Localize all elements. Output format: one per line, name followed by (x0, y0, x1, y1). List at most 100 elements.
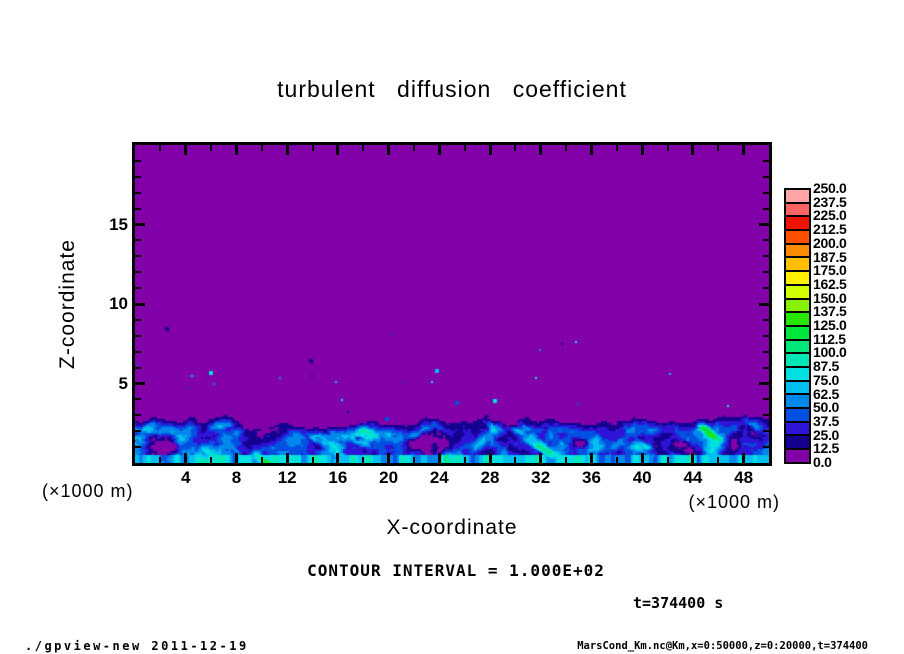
colorbar-tick-label: 212.5 (813, 221, 847, 238)
x-major-tick (589, 145, 593, 155)
x-major-tick (234, 453, 238, 463)
x-minor-tick (311, 145, 314, 151)
y-minor-tick (135, 207, 141, 210)
colorbar-tick-label: 87.5 (813, 358, 840, 375)
x-tick-label: 44 (683, 468, 703, 487)
x-tick-label: 24 (429, 468, 449, 487)
y-minor-tick (135, 366, 141, 369)
x-major-tick (285, 453, 289, 463)
x-minor-tick (615, 457, 618, 463)
x-minor-tick (463, 145, 466, 151)
y-minor-tick (763, 239, 769, 242)
x-minor-tick (565, 145, 568, 151)
x-minor-tick (717, 145, 720, 151)
y-minor-tick (135, 191, 141, 194)
y-minor-tick (763, 398, 769, 401)
colorbar-tick-label: 100.0 (813, 344, 847, 361)
x-tick-labels: 4 8 12 16 20 24 28 32 36 40 44 48 (135, 467, 769, 489)
footer-command-label: ./gpview-new 2011-12-19 (25, 639, 249, 653)
y-minor-tick (763, 191, 769, 194)
y-minor-tick (763, 430, 769, 433)
x-minor-tick (362, 145, 365, 151)
x-major-tick (184, 453, 188, 463)
colorbar-tick-label: 25.0 (813, 426, 840, 443)
x-minor-tick (260, 457, 263, 463)
y-minor-tick (135, 350, 141, 353)
colorbar (784, 188, 811, 464)
x-tick-label: 32 (531, 468, 551, 487)
y-minor-tick (763, 271, 769, 274)
x-major-tick (539, 145, 543, 155)
x-unit-label-left: (×1000 m) (42, 481, 134, 501)
colorbar-tick-label: 162.5 (813, 275, 847, 292)
colorbar-tick-label: 137.5 (813, 303, 847, 320)
y-minor-tick (763, 366, 769, 369)
time-label: t=374400 s (633, 594, 724, 612)
x-tick-label: 48 (734, 468, 754, 487)
x-tick-label: 40 (632, 468, 652, 487)
axis-ticks (135, 145, 769, 463)
y-minor-tick (135, 334, 141, 337)
x-tick-label: 8 (231, 468, 242, 487)
x-major-tick (691, 145, 695, 155)
colorbar-tick-label: 250.0 (813, 180, 847, 196)
y-minor-tick (135, 239, 141, 242)
x-tick-label: 12 (277, 468, 297, 487)
y-minor-tick (135, 271, 141, 274)
footer-dataset-label: MarsCond_Km.nc@Km,x=0:50000,z=0:20000,t=… (577, 640, 868, 652)
colorbar-tick-label: 125.0 (813, 317, 847, 333)
x-major-tick (285, 145, 289, 155)
x-minor-tick (615, 145, 618, 151)
x-major-tick (234, 145, 238, 155)
y-minor-tick (763, 207, 769, 210)
y-minor-tick (135, 414, 141, 417)
x-major-tick (488, 453, 492, 463)
y-minor-tick (135, 159, 141, 162)
x-minor-tick (463, 457, 466, 463)
x-minor-tick (514, 145, 517, 151)
plot-area (132, 142, 772, 466)
y-minor-tick (135, 430, 141, 433)
y-minor-tick (135, 175, 141, 178)
y-minor-tick (763, 175, 769, 178)
x-minor-tick (717, 457, 720, 463)
x-unit-label-right: (×1000 m) (688, 492, 780, 512)
plot-title: turbulent diffusion coefficient (277, 76, 627, 102)
x-tick-label: 36 (582, 468, 601, 487)
x-minor-tick (159, 457, 162, 463)
y-minor-tick (763, 350, 769, 353)
x-major-tick (742, 453, 746, 463)
y-minor-tick (763, 446, 769, 449)
x-major-tick (387, 145, 391, 155)
x-minor-tick (666, 457, 669, 463)
colorbar-tick-label: 200.0 (813, 234, 847, 251)
x-axis-title: X-coordinate (386, 516, 518, 539)
y-minor-tick (763, 414, 769, 417)
colorbar-tick-label: 75.0 (813, 371, 840, 388)
heatmap-canvas (135, 145, 769, 463)
x-major-tick (336, 453, 340, 463)
colorbar-tick-label: 50.0 (813, 399, 840, 416)
x-minor-tick (666, 145, 669, 151)
colorbar-tick-label: 175.0 (813, 262, 847, 279)
x-tick-label: 4 (180, 468, 191, 487)
x-minor-tick (362, 457, 365, 463)
x-minor-tick (311, 457, 314, 463)
x-major-tick (437, 145, 441, 155)
x-major-tick (184, 145, 188, 155)
colorbar-tick-label: 0.0 (813, 454, 832, 470)
y-tick-label: 15 (109, 214, 128, 234)
y-minor-tick (135, 398, 141, 401)
y-tick-labels: 5 10 15 (80, 145, 128, 463)
x-minor-tick (210, 457, 213, 463)
x-major-tick (691, 453, 695, 463)
x-minor-tick (210, 145, 213, 151)
y-tick-label: 5 (118, 373, 128, 393)
x-minor-tick (412, 457, 415, 463)
colorbar-tick-label: 12.5 (813, 440, 840, 457)
y-axis-title: Z-coordinate (56, 239, 79, 369)
x-tick-label: 28 (480, 468, 500, 487)
colorbar-tick-label: 237.5 (813, 193, 847, 210)
x-major-tick (336, 145, 340, 155)
